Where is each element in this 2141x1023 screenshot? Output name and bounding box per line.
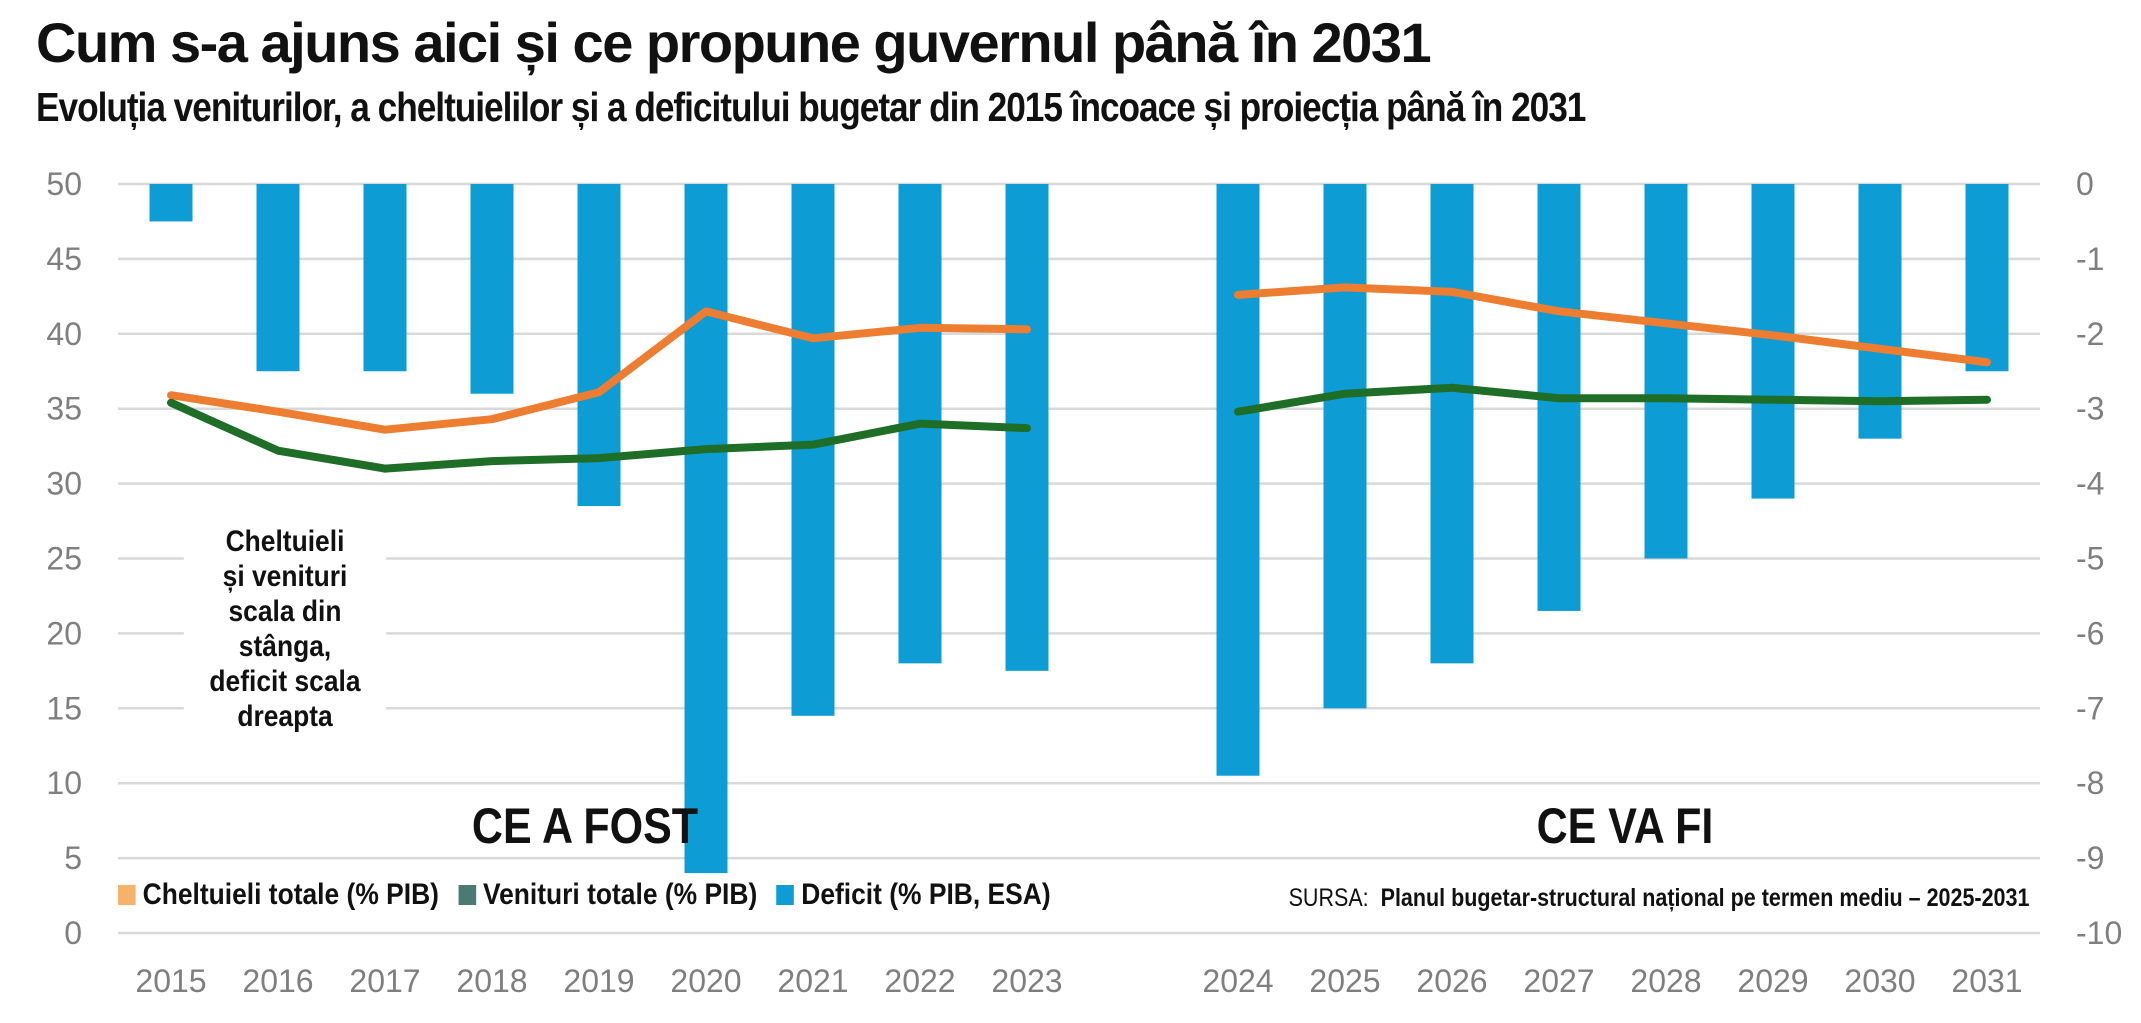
note-line: deficit scala xyxy=(209,665,361,698)
x-tick-label: 2027 xyxy=(1523,963,1594,999)
y-right-tick-label: -3 xyxy=(2076,391,2104,427)
x-tick-label: 2016 xyxy=(242,963,313,999)
legend-swatch-deficit xyxy=(776,885,795,905)
y-right-tick-label: -10 xyxy=(2076,915,2122,951)
revenues-line xyxy=(167,398,1031,473)
y-right-tick-label: -4 xyxy=(2076,466,2104,502)
chart-subtitle: Evoluția veniturilor, a cheltuielilor și… xyxy=(36,84,1586,130)
x-tick-label: 2018 xyxy=(456,963,527,999)
section-future-label: CE VA FI xyxy=(1537,798,1714,854)
y-left-tick-label: 50 xyxy=(46,166,82,202)
series-lines xyxy=(167,283,1991,473)
note-line: scala din stânga, xyxy=(228,595,342,663)
expenses-line xyxy=(1234,283,1991,367)
x-axis: 2015 2016 2017 2018 2019 2020 2021 2022 2023 2024… xyxy=(135,963,2022,999)
x-tick-label: 2028 xyxy=(1630,963,1701,999)
y-right-tick-label: -8 xyxy=(2076,765,2104,801)
deficit-bar xyxy=(470,184,514,394)
section-past-label: CE A FOST xyxy=(472,798,698,854)
deficit-bar xyxy=(791,184,835,716)
deficit-bar xyxy=(1323,184,1367,709)
deficit-bar xyxy=(1644,184,1688,559)
y-right-tick-label: -7 xyxy=(2076,690,2104,726)
deficit-bar xyxy=(1965,184,2009,372)
x-tick-label: 2024 xyxy=(1202,963,1273,999)
legend-swatch-expenses xyxy=(118,885,136,905)
legend-swatch-revenues xyxy=(458,885,476,905)
y-right-tick-label: -9 xyxy=(2076,840,2104,876)
legend: Cheltuieli totale (% PIB) Venituri total… xyxy=(118,878,1070,912)
deficit-bar xyxy=(1858,184,1902,439)
y-left-tick-label: 0 xyxy=(64,915,82,951)
legend-label-revenues: Venituri totale (% PIB) xyxy=(482,878,758,911)
y-left-tick-label: 45 xyxy=(46,241,82,277)
x-tick-label: 2015 xyxy=(135,963,206,999)
y-left-tick-label: 40 xyxy=(46,316,82,352)
legend-item-deficit: Deficit (% PIB, ESA) xyxy=(776,878,1051,912)
y-right-tick-label: -1 xyxy=(2076,241,2104,277)
x-tick-label: 2025 xyxy=(1309,963,1380,999)
y-left-tick-label: 15 xyxy=(46,690,82,726)
chart-title: Cum s-a ajuns aici și ce propune guvernu… xyxy=(36,11,1432,74)
y-right-tick-label: -5 xyxy=(2076,541,2104,577)
deficit-bar xyxy=(1216,184,1260,776)
deficit-bar xyxy=(363,184,407,372)
y-left-tick-label: 30 xyxy=(46,466,82,502)
deficit-bar xyxy=(1430,184,1474,664)
y-left-tick-label: 20 xyxy=(46,615,82,651)
x-tick-label: 2023 xyxy=(991,963,1062,999)
y-right-tick-label: -6 xyxy=(2076,615,2104,651)
deficit-bar xyxy=(256,184,300,372)
y-left-tick-label: 25 xyxy=(46,541,82,577)
x-tick-label: 2026 xyxy=(1416,963,1487,999)
y-left-tick-label: 35 xyxy=(46,391,82,427)
deficit-bar xyxy=(684,184,728,874)
deficit-bar xyxy=(577,184,621,507)
note-line: și venituri xyxy=(222,560,348,593)
legend-label-deficit: Deficit (% PIB, ESA) xyxy=(801,878,1051,911)
y-right-tick-label: 0 xyxy=(2076,166,2094,202)
legend-label-expenses: Cheltuieli totale (% PIB) xyxy=(142,878,439,911)
x-tick-label: 2019 xyxy=(563,963,634,999)
x-tick-label: 2021 xyxy=(777,963,848,999)
source-text: Planul bugetar-structural național pe te… xyxy=(1380,884,2029,912)
source-label: SURSA: xyxy=(1288,884,1369,912)
deficit-bar xyxy=(149,184,193,222)
gridlines xyxy=(118,182,2040,935)
x-tick-label: 2022 xyxy=(884,963,955,999)
note-line: dreapta xyxy=(237,700,333,733)
scale-note: Cheltuieli și venituri scala din stânga,… xyxy=(183,524,387,734)
revenues-line xyxy=(1234,383,1991,416)
legend-item-revenues: Venituri totale (% PIB) xyxy=(458,878,757,912)
y-left-tick-label: 10 xyxy=(46,765,82,801)
right-axis: 0 -1 -2 -3 -4 -5 -6 -7 -8 -9 -10 xyxy=(2076,166,2122,951)
x-tick-label: 2031 xyxy=(1951,963,2022,999)
deficit-bars xyxy=(149,184,2009,874)
left-axis: 0 5 10 15 20 25 30 35 40 45 50 xyxy=(46,166,82,951)
expenses-line xyxy=(167,307,1031,434)
x-tick-label: 2030 xyxy=(1844,963,1915,999)
x-tick-label: 2020 xyxy=(670,963,741,999)
y-right-tick-label: -2 xyxy=(2076,316,2104,352)
deficit-bar xyxy=(1751,184,1795,499)
source-note: SURSA: Planul bugetar-structural naționa… xyxy=(1288,884,2029,913)
x-tick-label: 2017 xyxy=(349,963,420,999)
x-tick-label: 2029 xyxy=(1737,963,1808,999)
y-left-tick-label: 5 xyxy=(64,840,82,876)
legend-item-expenses: Cheltuieli totale (% PIB) xyxy=(118,878,439,912)
note-line: Cheltuieli xyxy=(225,525,345,558)
